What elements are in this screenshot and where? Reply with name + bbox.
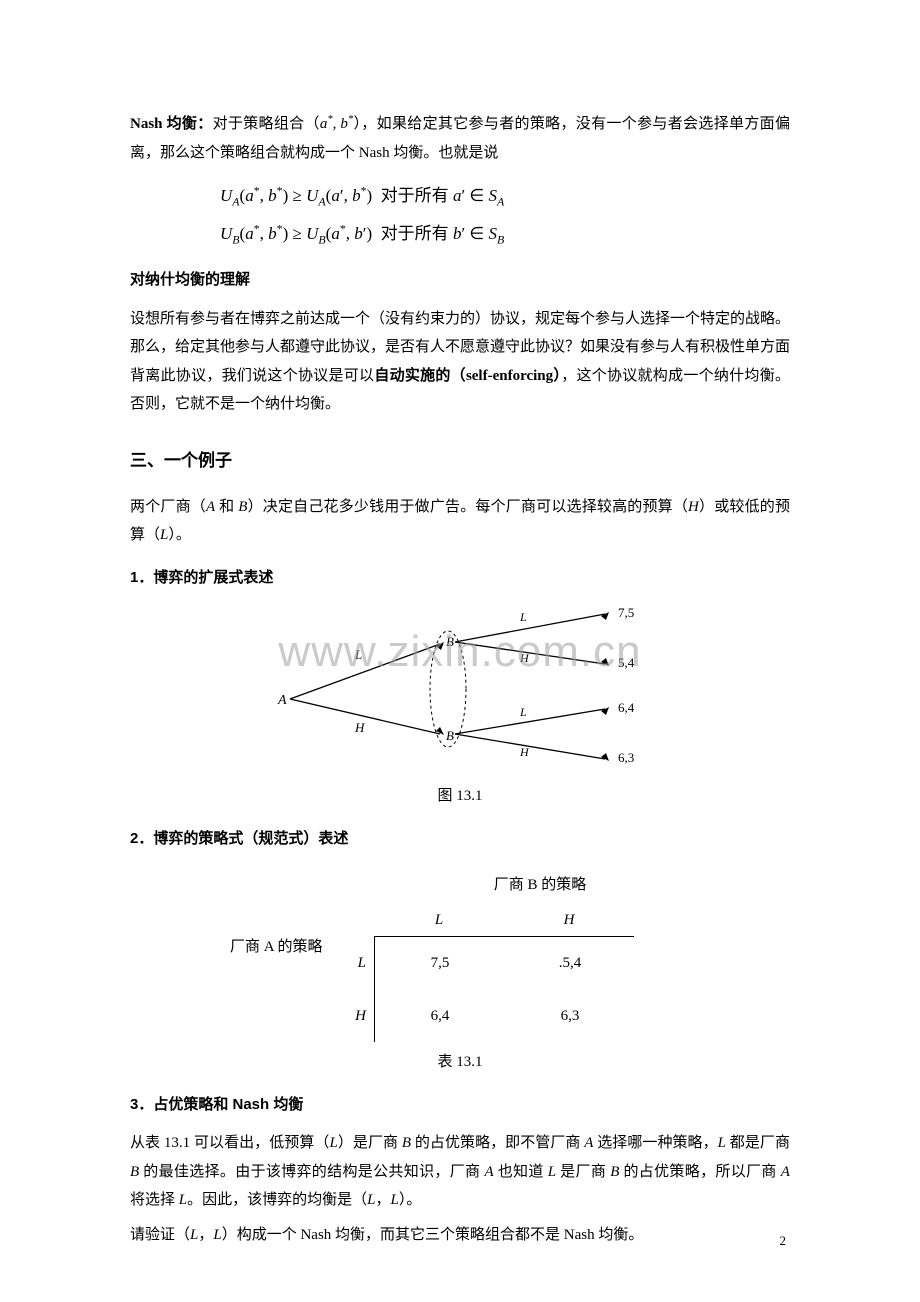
p1-13: ）。	[399, 1192, 422, 1208]
self-enforcing-close: ）	[553, 367, 561, 384]
nash-formula-block: UA(a*, b*) ≥ UA(a′, b*) 对于所有 a′ ∈ SA UB(…	[220, 177, 790, 252]
s3-t1: 两个厂商（	[130, 499, 206, 515]
tree-node-B-top: B	[446, 634, 454, 649]
p1-2: ）是厂商	[338, 1135, 402, 1151]
matrix-col-L: L	[374, 904, 504, 937]
p1-B2: B	[130, 1164, 139, 1180]
p1-12: ，	[375, 1192, 390, 1208]
tree-Bbot-L: L	[519, 705, 527, 719]
matrix-cell-LH: .5,4	[505, 937, 635, 990]
sub3-para2: 请验证（L，L）构成一个 Nash 均衡，而其它三个策略组合都不是 Nash 均…	[130, 1221, 790, 1250]
matrix-row-L: L 7,5 .5,4	[350, 937, 670, 990]
sub2-heading: 2．博弈的策略式（规范式）表述	[130, 825, 790, 854]
s3-H: H	[688, 499, 699, 515]
p1-L1: L	[329, 1135, 337, 1151]
matrix-row-L-label: L	[350, 949, 374, 978]
p2-1: 请验证（	[130, 1227, 190, 1243]
nash-pair: a*, b*	[320, 116, 353, 132]
p1-1: 从表 13.1 可以看出，低预算（	[130, 1135, 329, 1151]
p1-9: 的占优策略，所以厂商	[619, 1164, 780, 1180]
tree-payoff-LL: 7,5	[618, 605, 634, 620]
matrix-row-H: H 6,4 6,3	[350, 990, 670, 1043]
s3-t2: ）决定自己花多少钱用于做广告。每个厂商可以选择较高的预算（	[247, 499, 688, 515]
matrix-cell-LL: 7,5	[375, 937, 505, 990]
p1-B1: B	[402, 1135, 411, 1151]
matrix-row-H-label: H	[350, 1002, 374, 1031]
nash-label-cn: 均衡：	[167, 115, 213, 132]
matrix-cell-HL: 6,4	[375, 990, 505, 1043]
tree-Btop-L: L	[519, 610, 527, 624]
payoff-matrix: 厂商 B 的策略 厂商 A 的策略 L H L 7,5 .5,4 H 6,4 6…	[250, 871, 670, 1042]
matrix-header-row: L H	[374, 904, 634, 938]
p1-10: 将选择	[130, 1192, 179, 1208]
tree-A-H: H	[354, 720, 365, 735]
formula-line-2: UB(a*, b*) ≥ UB(a*, b′) 对于所有 b′ ∈ SB	[220, 215, 790, 253]
p2-3: ）构成一个 Nash 均衡，而其它三个策略组合都不是 Nash 均衡。	[222, 1227, 644, 1243]
formula-line-1: UA(a*, b*) ≥ UA(a′, b*) 对于所有 a′ ∈ SA	[220, 177, 790, 215]
tree-A-L: L	[354, 647, 362, 662]
tree-payoff-HH: 6,3	[618, 750, 634, 765]
section-3-heading: 三、一个例子	[130, 445, 790, 477]
p1-L6: L	[390, 1192, 398, 1208]
p2-2: ，	[198, 1227, 213, 1243]
game-tree-svg: A L H B B L H L H 7,5 5,4 6,4 6,3	[260, 604, 660, 774]
tree-payoff-HL: 6,4	[618, 700, 635, 715]
p1-A3: A	[781, 1164, 790, 1180]
s3-and: 和	[215, 499, 238, 515]
s3-t4: ）。	[168, 527, 191, 543]
p1-L4: L	[179, 1192, 187, 1208]
matrix-top-label: 厂商 B 的策略	[410, 871, 670, 900]
understanding-para: 设想所有参与者在博弈之前达成一个（没有约束力的）协议，规定每个参与人选择一个特定…	[130, 305, 790, 419]
matrix-col-H: H	[504, 904, 634, 937]
nash-definition-para: Nash 均衡：对于策略组合（a*, b*），如果给定其它参与者的策略，没有一个…	[130, 110, 790, 167]
p2-L2: L	[213, 1227, 221, 1243]
s3-A: A	[206, 499, 215, 515]
understanding-heading: 对纳什均衡的理解	[130, 266, 790, 295]
self-enforcing-en: self-enforcing	[466, 368, 553, 384]
tree-Btop-H: H	[519, 651, 530, 665]
sub3-para1: 从表 13.1 可以看出，低预算（L）是厂商 B 的占优策略，即不管厂商 A 选…	[130, 1129, 790, 1215]
nash-text-1: 对于策略组合（	[213, 116, 320, 132]
tree-node-A: A	[277, 693, 287, 708]
self-enforcing-cn: 自动实施的（	[374, 367, 466, 384]
table-13-1-caption: 表 13.1	[130, 1048, 790, 1077]
nash-label: Nash	[130, 116, 167, 132]
p1-4: 选择哪一种策略，	[593, 1135, 717, 1151]
matrix-left-label: 厂商 A 的策略	[230, 933, 323, 962]
p1-B3: B	[610, 1164, 619, 1180]
p1-7: 也知道	[494, 1164, 548, 1180]
section-3-intro: 两个厂商（A 和 B）决定自己花多少钱用于做广告。每个厂商可以选择较高的预算（H…	[130, 493, 790, 550]
sub1-heading: 1．博弈的扩展式表述	[130, 564, 790, 593]
tree-node-B-bot: B	[446, 728, 454, 743]
p1-L3: L	[548, 1164, 556, 1180]
p1-A2: A	[484, 1164, 493, 1180]
tree-Bbot-H: H	[519, 745, 530, 759]
p1-5: 都是厂商	[726, 1135, 790, 1151]
sub3-heading: 3．占优策略和 Nash 均衡	[130, 1091, 790, 1120]
matrix-cell-HH: 6,3	[505, 990, 635, 1043]
page-number: 2	[780, 1229, 787, 1254]
p1-6: 的最佳选择。由于该博弈的结构是公共知识，厂商	[139, 1164, 484, 1180]
game-tree-figure: A L H B B L H L H 7,5 5,4 6,4 6,3	[130, 604, 790, 774]
p1-L2: L	[718, 1135, 726, 1151]
p1-11: 。因此，该博弈的均衡是（	[187, 1192, 367, 1208]
s3-B: B	[238, 499, 247, 515]
p1-8: 是厂商	[556, 1164, 610, 1180]
p1-3: 的占优策略，即不管厂商	[411, 1135, 584, 1151]
tree-payoff-LH: 5,4	[618, 655, 635, 670]
figure-13-1-caption: 图 13.1	[130, 782, 790, 811]
